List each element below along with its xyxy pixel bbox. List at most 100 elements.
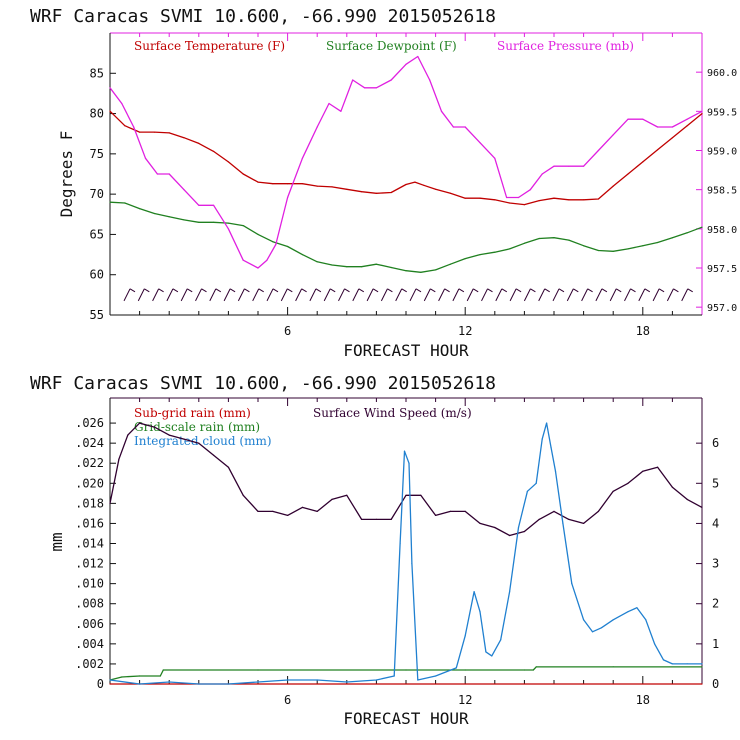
data-point	[364, 87, 366, 89]
data-point	[346, 266, 348, 268]
wind-barb-flag	[501, 288, 508, 293]
data-point	[597, 198, 600, 200]
data-point	[523, 204, 526, 206]
data-point	[612, 619, 614, 621]
data-point	[124, 125, 126, 127]
legend-entry: Surface Temperature (F)	[134, 39, 285, 53]
data-point	[494, 157, 496, 159]
data-point	[464, 635, 466, 637]
y-tick-label: 55	[90, 308, 104, 322]
wind-barb-flag	[430, 288, 436, 293]
wind-barb	[523, 288, 531, 302]
y2-tick-label: 958.0	[707, 225, 737, 236]
data-point	[162, 669, 164, 671]
data-point	[509, 248, 511, 250]
y2-tick-label: 2	[712, 597, 719, 611]
data-point	[583, 199, 585, 201]
data-point	[473, 591, 475, 593]
data-point	[612, 490, 614, 492]
data-point	[494, 526, 496, 529]
wind-barb-flag	[630, 288, 636, 293]
data-point	[554, 470, 557, 472]
data-point	[257, 267, 259, 269]
data-point	[600, 627, 603, 629]
data-point	[316, 261, 318, 263]
data-point	[532, 669, 534, 671]
data-point	[168, 434, 170, 436]
data-point	[464, 258, 466, 260]
data-point	[500, 639, 502, 641]
data-point	[541, 173, 543, 175]
data-point	[686, 125, 688, 127]
data-point	[316, 185, 318, 187]
data-point	[686, 498, 688, 500]
data-point	[375, 87, 377, 89]
wind-barb	[481, 288, 488, 302]
y2-tick-label: 959.0	[707, 147, 737, 158]
data-point	[375, 518, 377, 521]
series-line-surface-pressure-mb	[109, 55, 703, 269]
data-point	[583, 165, 585, 167]
wind-barb	[566, 288, 574, 302]
legend-entry: Surface Pressure (mb)	[497, 39, 634, 53]
wind-barb-flag	[444, 288, 450, 293]
wind-barb-flag	[329, 288, 336, 293]
data-point	[546, 422, 548, 424]
wind-barb-flag	[186, 288, 193, 293]
wind-barb-flag	[201, 288, 207, 293]
data-point	[671, 137, 674, 139]
data-point	[583, 522, 585, 525]
data-point	[701, 226, 703, 228]
data-point	[242, 225, 244, 227]
data-point	[420, 494, 422, 496]
wind-barb-flag	[301, 288, 307, 293]
data-point	[287, 245, 289, 248]
data-point	[591, 631, 594, 633]
data-point	[701, 663, 703, 665]
data-point	[479, 197, 481, 199]
wind-barb	[309, 288, 317, 302]
wind-barb	[681, 288, 689, 302]
y2-tick-label: 957.5	[707, 264, 737, 275]
y2-tick-label: 0	[712, 677, 719, 691]
y2-tick-label: 5	[712, 476, 719, 490]
data-point	[316, 510, 318, 512]
data-point	[287, 679, 289, 681]
y-tick-label: 60	[90, 268, 104, 282]
data-point	[417, 679, 419, 681]
data-point	[390, 79, 392, 81]
data-point	[109, 502, 111, 504]
y-tick-label: .006	[75, 617, 104, 631]
data-point	[642, 118, 644, 120]
data-point	[449, 263, 451, 265]
wind-barb-flag	[372, 288, 379, 293]
data-point	[523, 530, 526, 533]
data-point	[275, 243, 277, 246]
y-tick-label: .002	[75, 657, 104, 671]
data-point	[316, 126, 318, 128]
wind-barb-flag	[344, 288, 350, 293]
data-point	[408, 462, 410, 464]
wind-barb	[395, 288, 403, 302]
data-point	[411, 563, 413, 565]
x-axis-label: FORECAST HOUR	[343, 341, 469, 360]
data-point	[257, 181, 259, 183]
data-point	[686, 232, 688, 234]
data-point	[627, 482, 629, 484]
data-point	[612, 134, 614, 136]
data-point	[491, 655, 493, 657]
wind-barb	[652, 288, 660, 302]
wind-barb	[409, 288, 417, 302]
data-point	[272, 183, 274, 185]
data-point	[701, 110, 703, 112]
data-point	[435, 514, 437, 517]
data-point	[346, 188, 348, 190]
wind-barb-flag	[158, 288, 164, 293]
data-point	[627, 248, 629, 250]
data-point	[568, 518, 570, 521]
data-point	[257, 510, 259, 512]
wind-barb	[581, 288, 589, 302]
data-point	[227, 222, 229, 224]
data-point	[346, 494, 348, 496]
data-point	[642, 245, 644, 247]
